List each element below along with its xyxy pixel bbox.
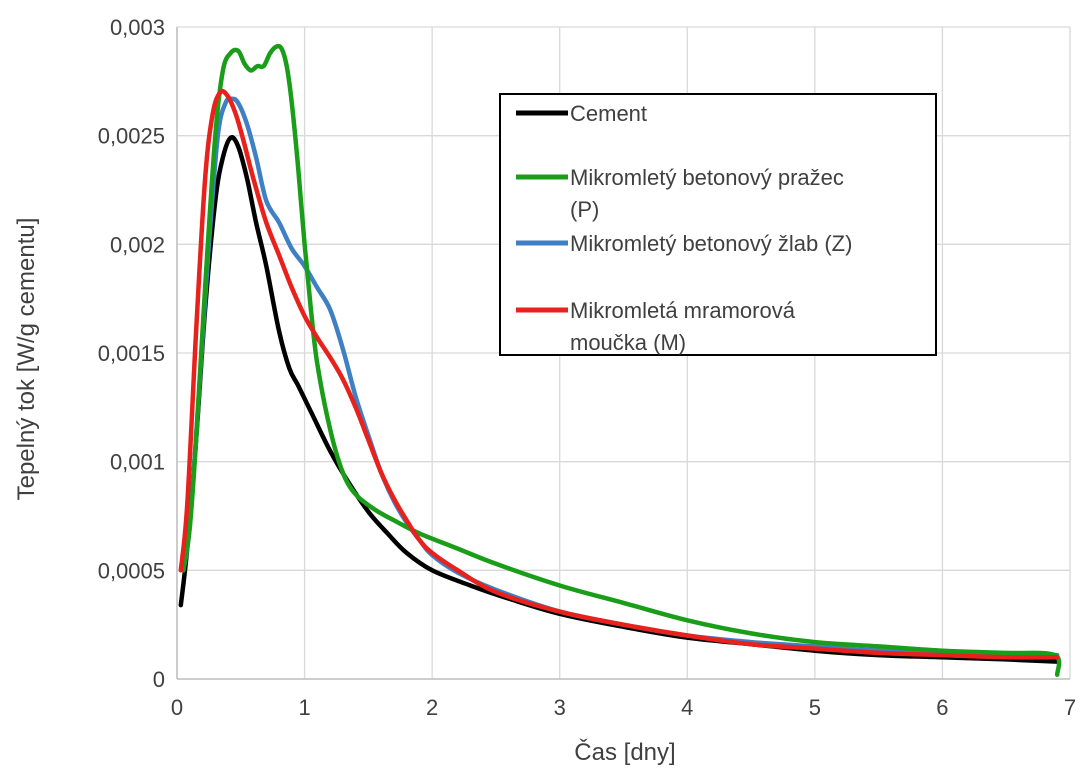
- y-axis-title: Tepelný tok [W/g cementu]: [13, 218, 40, 501]
- y-tick-label: 0,003: [110, 15, 165, 40]
- x-tick-label: 6: [936, 695, 948, 720]
- y-tick-label: 0,0025: [98, 124, 165, 149]
- legend-box: [499, 93, 937, 356]
- series-line-2: [181, 43, 1062, 677]
- x-tick-label: 3: [554, 695, 566, 720]
- y-tick-label: 0,0005: [98, 558, 165, 583]
- x-tick-label: 4: [681, 695, 693, 720]
- legend-label: Mikromletý betonový pražec: [570, 165, 844, 190]
- y-tick-label: 0: [153, 667, 165, 692]
- chart-series: [178, 43, 1062, 677]
- series-line-4: [178, 88, 1060, 660]
- x-tick-label: 1: [298, 695, 310, 720]
- legend-label: Cement: [570, 101, 647, 126]
- x-tick-label: 2: [426, 695, 438, 720]
- legend-label: Mikromletý betonový žlab (Z): [570, 231, 852, 256]
- x-tick-label: 0: [171, 695, 183, 720]
- y-tick-label: 0,0015: [98, 341, 165, 366]
- y-tick-label: 0,001: [110, 450, 165, 475]
- legend-label: (P): [570, 197, 599, 222]
- x-tick-label: 5: [809, 695, 821, 720]
- legend-entry: Cement: [516, 101, 647, 126]
- legend-entry: Mikromletý betonový pražec (P): [516, 165, 844, 222]
- legend-label: Mikromletá mramorová: [570, 298, 796, 323]
- x-axis-ticks: 0 1 2 3 4 5 6 7: [171, 695, 1076, 720]
- x-tick-label: 7: [1064, 695, 1076, 720]
- x-axis-title: Čas [dny]: [574, 738, 675, 766]
- legend-entry: Mikromletý betonový žlab (Z): [516, 231, 852, 256]
- chart-axes: [176, 27, 1070, 680]
- y-tick-label: 0,002: [110, 232, 165, 257]
- legend-entry: Mikromletá mramorová moučka (M): [516, 298, 796, 355]
- legend-label: moučka (M): [570, 330, 686, 355]
- y-axis-ticks: 0 0,0005 0,001 0,0015 0,002 0,0025 0,003: [98, 15, 165, 692]
